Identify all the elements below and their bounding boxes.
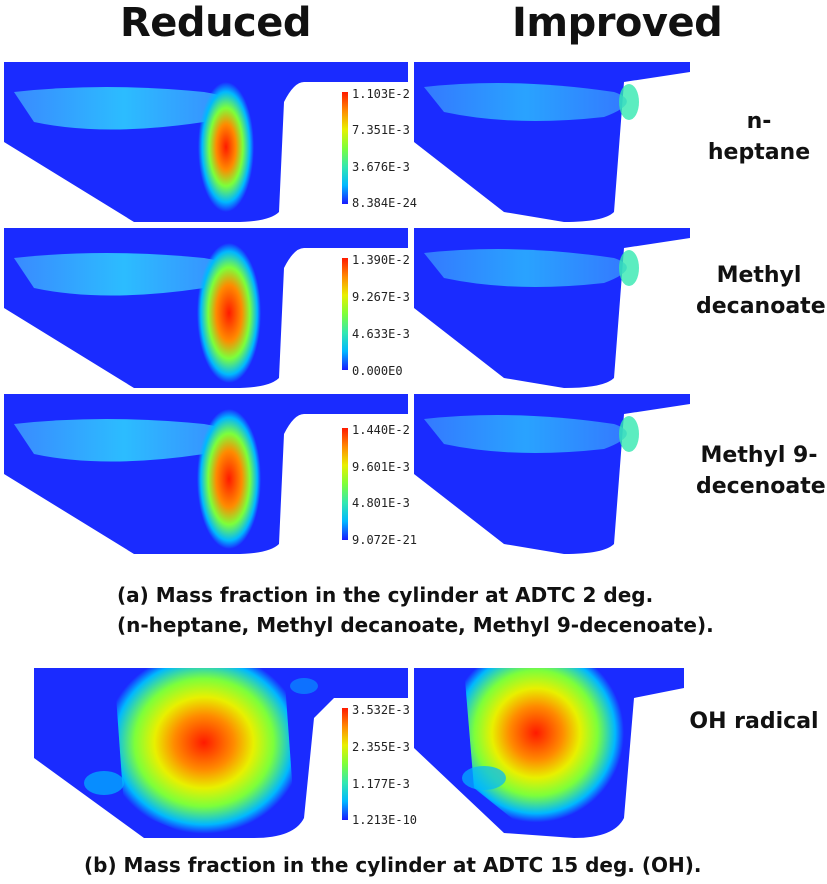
species-label-methyl-9-decenoate: Methyl 9- decenoate [696, 443, 826, 499]
species-label-n-heptane: n-heptane [707, 109, 811, 165]
colorbar-min-label: 9.072E-21 [352, 533, 418, 547]
improved-contour-oh-radical [414, 668, 684, 838]
improved-contour-methyl-9-decenoate [414, 394, 690, 554]
reduced-contour-n-heptane [4, 62, 408, 222]
colorbar-min-label: 1.213E-10 [352, 813, 418, 827]
improved-column-title: Improved [512, 0, 723, 46]
colorbar-mid-low-label: 4.633E-3 [352, 327, 410, 341]
colorbar-methyl-9-decenoate [342, 428, 348, 540]
colorbar-min-label: 0.000E0 [352, 364, 403, 378]
reduced-contour-methyl-9-decenoate [4, 394, 408, 554]
caption-b: (b) Mass fraction in the cylinder at ADT… [84, 853, 702, 877]
colorbar-mid-low-label: 3.676E-3 [352, 160, 410, 174]
colorbar-mid-high-label: 7.351E-3 [352, 123, 410, 137]
improved-contour-n-heptane [414, 62, 690, 222]
colorbar-mid-high-label: 9.267E-3 [352, 290, 410, 304]
colorbar-mid-low-label: 4.801E-3 [352, 496, 410, 510]
colorbar-mid-high-label: 9.601E-3 [352, 460, 410, 474]
reduced-contour-methyl-decanoate [4, 228, 408, 388]
colorbar-mid-low-label: 1.177E-3 [352, 777, 410, 791]
colorbar-oh-radical [342, 708, 348, 820]
caption-a-line2: (n-heptane, Methyl decanoate, Methyl 9-d… [117, 613, 714, 637]
colorbar-min-label: 8.384E-24 [352, 196, 418, 210]
colorbar-max-label: 3.532E-3 [352, 703, 410, 717]
species-label-methyl-decanoate: Methyl decanoate [696, 263, 826, 319]
species-label-oh-radical: OH radical [689, 709, 819, 734]
colorbar-n-heptane [342, 92, 348, 204]
caption-a-line1: (a) Mass fraction in the cylinder at ADT… [117, 583, 654, 607]
colorbar-methyl-decanoate [342, 258, 348, 370]
reduced-column-title: Reduced [120, 0, 312, 46]
improved-contour-methyl-decanoate [414, 228, 690, 388]
colorbar-max-label: 1.390E-2 [352, 253, 410, 267]
colorbar-max-label: 1.103E-2 [352, 87, 410, 101]
colorbar-mid-high-label: 2.355E-3 [352, 740, 410, 754]
colorbar-max-label: 1.440E-2 [352, 423, 410, 437]
reduced-contour-oh-radical [34, 668, 408, 838]
